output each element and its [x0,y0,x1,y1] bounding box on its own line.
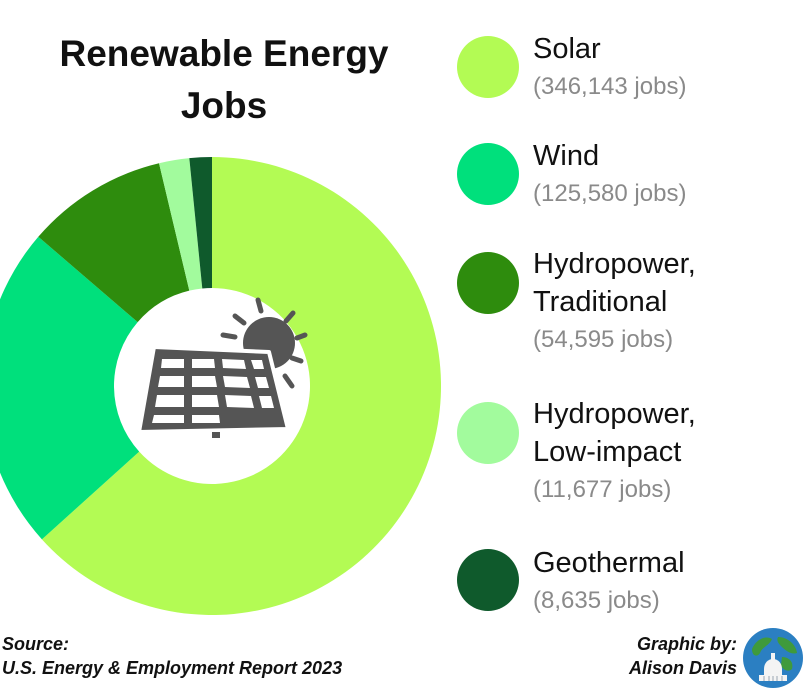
legend-label-line-2: Traditional [533,286,668,318]
slice-solar [41,157,442,616]
slice-hydropower-low-impact [159,158,203,291]
credit-name: Alison Davis [628,658,737,678]
globe-capitol-icon [743,628,803,688]
legend-jobs-wind: (125,580 jobs) [533,180,687,207]
legend-label-line-1: Wind [533,140,600,172]
legend-jobs-hydropower-traditional: (54,595 jobs) [533,326,674,353]
legend-label-wind: Wind [533,137,599,175]
legend-label-line-2: Low-impact [533,436,682,468]
legend-label-solar: Solar [533,30,601,68]
legend-label-line-1: Hydropower, [533,398,696,430]
legend-jobs-hydropower-low-impact: (11,677 jobs) [533,476,672,503]
legend-swatch-geothermal [457,549,519,611]
legend-swatch-wind [457,143,519,205]
legend-label-line-1: Hydropower, [533,248,696,280]
source-text: U.S. Energy & Employment Report 2023 [2,658,343,678]
source-note: Source: U.S. Energy & Employment Report … [2,632,342,680]
solar-panel-icon [137,297,308,438]
legend-label-hydropower-traditional: Hydropower, Traditional [533,245,696,321]
slice-geothermal [189,157,212,289]
donut-slices [0,157,442,616]
chart-title: Renewable Energy Jobs [10,28,438,132]
chart-title-line-1: Renewable Energy [59,33,389,74]
legend-label-hydropower-low-impact: Hydropower, Low-impact [533,395,696,471]
credit-label: Graphic by: [636,634,737,654]
legend-swatch-hydropower-low-impact [457,402,519,464]
legend-label-line-1: Geothermal [533,547,685,579]
legend-label-line-1: Solar [533,33,601,65]
legend-label-geothermal: Geothermal [533,544,685,582]
legend-jobs-solar: (346,143 jobs) [533,73,687,100]
legend-swatch-hydropower-traditional [457,252,519,314]
source-label: Source: [2,634,70,654]
chart-title-line-2: Jobs [180,85,268,126]
slice-hydropower-traditional [38,163,190,323]
donut-chart [0,157,442,616]
legend-swatch-solar [457,36,519,98]
slice-wind [0,236,140,540]
legend-jobs-geothermal: (8,635 jobs) [533,587,660,614]
credit-note: Graphic by: Alison Davis [629,632,737,680]
